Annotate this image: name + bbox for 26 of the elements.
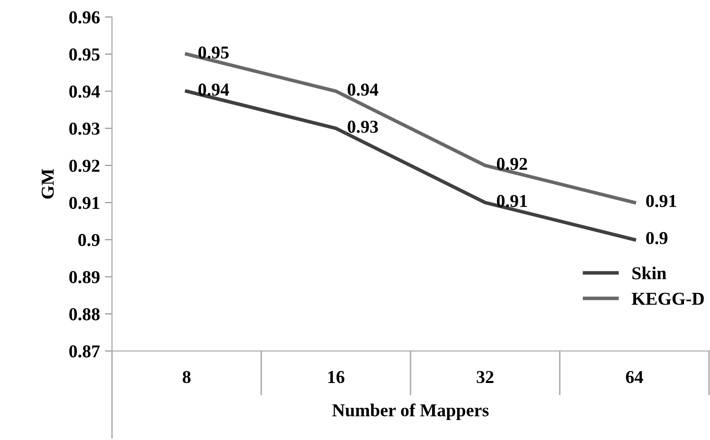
x-axis-title: Number of Mappers <box>332 403 489 420</box>
data-label: 0.91 <box>646 194 676 208</box>
x-tick-label: 8 <box>182 370 191 384</box>
legend-label: Skin <box>632 266 666 280</box>
data-label: 0.94 <box>348 84 378 96</box>
data-label: 0.95 <box>198 46 229 59</box>
y-tick-label: 0.95 <box>69 48 100 61</box>
data-label: 0.93 <box>348 120 378 133</box>
y-tick-label: 0.96 <box>69 11 100 24</box>
x-tick-label: 32 <box>476 371 494 384</box>
y-tick-label: 0.92 <box>69 160 100 172</box>
y-tick-label: 0.94 <box>69 85 100 98</box>
data-label: 0.94 <box>198 84 229 96</box>
y-tick-label: 0.91 <box>69 196 100 210</box>
y-tick-label: 0.87 <box>69 345 100 358</box>
x-tick-label: 16 <box>328 371 344 384</box>
y-tick-label: 0.89 <box>69 271 100 284</box>
y-tick-label: 0.9 <box>78 234 100 246</box>
y-axis-title: GM <box>42 168 54 199</box>
y-tick-label: 0.93 <box>69 122 100 135</box>
data-label: 0.9 <box>646 232 668 244</box>
x-tick-label: 64 <box>626 371 644 384</box>
y-tick-label: 0.88 <box>69 308 100 320</box>
data-label: 0.92 <box>496 158 528 170</box>
data-label: 0.91 <box>496 194 527 208</box>
legend-label: KEGG-D <box>632 292 704 305</box>
